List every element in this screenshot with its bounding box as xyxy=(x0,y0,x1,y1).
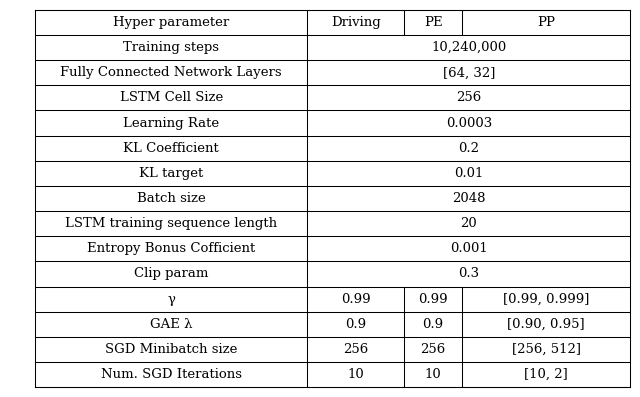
Text: 256: 256 xyxy=(420,343,445,356)
Text: KL target: KL target xyxy=(139,167,204,180)
Text: 10: 10 xyxy=(348,368,364,381)
Text: 0.9: 0.9 xyxy=(345,318,366,331)
Text: LSTM training sequence length: LSTM training sequence length xyxy=(65,217,277,230)
Text: 0.0003: 0.0003 xyxy=(445,117,492,129)
Text: 0.99: 0.99 xyxy=(419,293,448,306)
Text: [0.90, 0.95]: [0.90, 0.95] xyxy=(508,318,585,331)
Text: 0.2: 0.2 xyxy=(458,142,479,155)
Text: Learning Rate: Learning Rate xyxy=(123,117,220,129)
Text: 256: 256 xyxy=(343,343,369,356)
Text: Hyper parameter: Hyper parameter xyxy=(113,16,229,29)
Text: 0.001: 0.001 xyxy=(450,242,488,255)
Text: Training steps: Training steps xyxy=(124,41,220,54)
Text: [0.99, 0.999]: [0.99, 0.999] xyxy=(503,293,589,306)
Text: Fully Connected Network Layers: Fully Connected Network Layers xyxy=(60,66,282,79)
Text: 0.01: 0.01 xyxy=(454,167,483,180)
Text: KL Coefficient: KL Coefficient xyxy=(124,142,219,155)
Text: GAE λ: GAE λ xyxy=(150,318,193,331)
Text: 10,240,000: 10,240,000 xyxy=(431,41,506,54)
Text: Driving: Driving xyxy=(331,16,381,29)
Text: 0.3: 0.3 xyxy=(458,268,479,280)
Text: [64, 32]: [64, 32] xyxy=(443,66,495,79)
Text: Batch size: Batch size xyxy=(137,192,205,205)
Text: Entropy Bonus Cofficient: Entropy Bonus Cofficient xyxy=(87,242,255,255)
Text: [10, 2]: [10, 2] xyxy=(524,368,568,381)
Text: SGD Minibatch size: SGD Minibatch size xyxy=(105,343,237,356)
Text: 10: 10 xyxy=(425,368,442,381)
Text: 0.99: 0.99 xyxy=(341,293,371,306)
Text: 20: 20 xyxy=(460,217,477,230)
Text: 2048: 2048 xyxy=(452,192,486,205)
Text: 256: 256 xyxy=(456,91,481,104)
Text: Clip param: Clip param xyxy=(134,268,209,280)
Text: γ: γ xyxy=(167,293,175,306)
Text: LSTM Cell Size: LSTM Cell Size xyxy=(120,91,223,104)
Text: PP: PP xyxy=(537,16,555,29)
Text: Num. SGD Iterations: Num. SGD Iterations xyxy=(100,368,242,381)
Text: [256, 512]: [256, 512] xyxy=(511,343,580,356)
Text: PE: PE xyxy=(424,16,442,29)
Text: 0.9: 0.9 xyxy=(422,318,444,331)
